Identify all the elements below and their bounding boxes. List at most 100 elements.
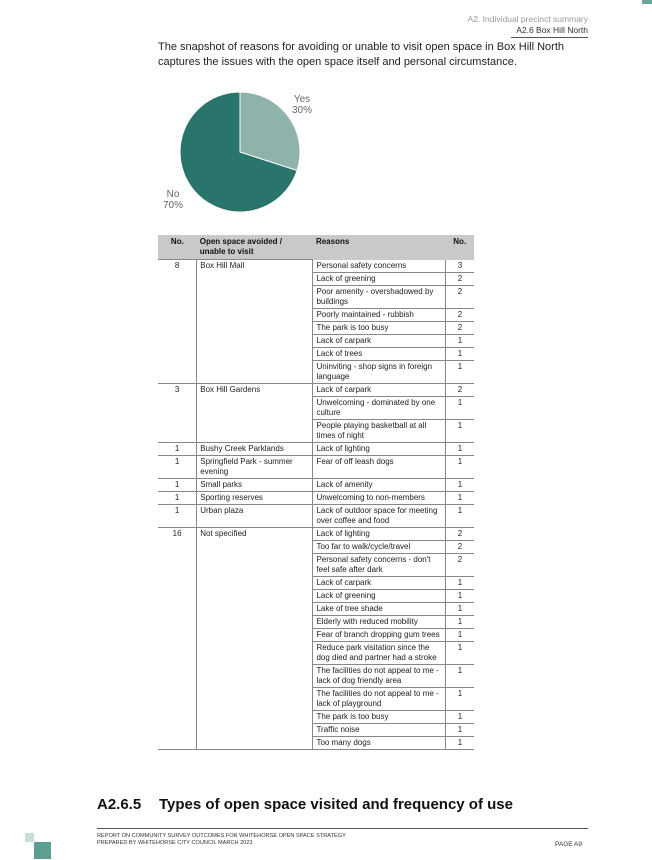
table-row: 1 Springfield Park - summer evening Fear o… <box>158 454 474 479</box>
intro-paragraph: The snapshot of reasons for avoiding or … <box>158 41 565 68</box>
cell-open-space: Springfield Park - summer evening <box>196 454 313 478</box>
cell-open-space <box>196 419 313 442</box>
cell-reason: Unwelcoming to non-members <box>312 491 446 505</box>
cell-open-space <box>196 308 313 321</box>
cell-no <box>158 334 197 347</box>
pie-slice-yes <box>239 91 301 172</box>
cell-reason: The facilities do not appeal to me - lac… <box>312 664 446 688</box>
footer-rule <box>97 828 588 829</box>
cell-no <box>158 540 197 553</box>
cell-open-space <box>196 540 313 553</box>
cell-open-space: Sporting reserves <box>196 490 313 504</box>
cell-reason: Too far to walk/cycle/travel <box>312 540 446 554</box>
col-header-reasons: Reasons <box>312 235 446 260</box>
cell-reason: People playing basketball at all times o… <box>312 419 446 443</box>
cell-no <box>158 419 197 442</box>
cell-count: 1 <box>444 442 474 456</box>
cell-open-space: Small parks <box>196 477 313 491</box>
cell-open-space <box>196 641 313 664</box>
pie-slice-no <box>179 91 298 213</box>
cell-no: 1 <box>158 490 197 504</box>
logo-square-dark <box>34 842 51 859</box>
footer-line-1: REPORT ON COMMUNITY SURVEY OUTCOMES FOR … <box>97 833 346 839</box>
header-section-title: A2. Individual precinct summary <box>467 14 588 24</box>
cell-count: 2 <box>444 527 474 541</box>
cell-no: 1 <box>158 503 197 527</box>
cell-count: 1 <box>444 419 474 443</box>
cell-open-space <box>196 664 313 687</box>
cell-no <box>158 628 197 641</box>
cell-reason: Lack of carpark <box>312 576 446 590</box>
cell-no <box>158 308 197 321</box>
section-heading: A2.6.5 Types of open space visited and fr… <box>97 796 513 813</box>
footer-line-2: PREPARED BY WHITEHORSE CITY COUNCIL MARC… <box>97 840 253 846</box>
table-row: The park is too busy 1 <box>158 710 474 724</box>
table-row: Personal safety concerns - don't feel sa… <box>158 553 474 577</box>
cell-no <box>158 272 197 285</box>
cell-open-space <box>196 723 313 736</box>
cell-reason: Fear of off leash dogs <box>312 455 446 479</box>
cell-reason: Elderly with reduced mobility <box>312 615 446 629</box>
cell-reason: Lack of carpark <box>312 383 446 397</box>
cell-open-space: Box Hill Mall <box>196 259 313 272</box>
cell-open-space <box>196 687 313 710</box>
cell-no: 1 <box>158 441 197 455</box>
cell-count: 1 <box>444 478 474 492</box>
pie-chart <box>179 91 301 213</box>
cell-reason: Poor amenity - overshadowed by buildings <box>312 285 446 309</box>
cell-reason: Lack of trees <box>312 347 446 361</box>
table-row: 1 Sporting reserves Unwelcoming to non-mem… <box>158 490 474 505</box>
table-row: 1 Small parks Lack of amenity 1 <box>158 477 474 492</box>
cell-no <box>158 589 197 602</box>
cell-reason: Lack of greening <box>312 589 446 603</box>
cell-no <box>158 347 197 360</box>
cell-reason: Traffic noise <box>312 723 446 737</box>
pie-label-no-value: 70% <box>163 200 184 211</box>
corner-accent <box>642 0 652 4</box>
cell-count: 1 <box>444 736 474 750</box>
header-rule <box>511 37 588 38</box>
cell-reason: Fear of branch dropping gum trees <box>312 628 446 642</box>
cell-reason: Reduce park visitation since the dog die… <box>312 641 446 665</box>
cell-count: 1 <box>444 360 474 384</box>
table-row: Fear of branch dropping gum trees 1 <box>158 628 474 642</box>
table-header-row: No. Open space avoided / unable to visit… <box>158 235 474 260</box>
reasons-table: No. Open space avoided / unable to visit… <box>158 235 474 750</box>
cell-open-space <box>196 396 313 419</box>
table-row: 3 Box Hill Gardens Lack of carpark 2 <box>158 382 474 397</box>
cell-no <box>158 723 197 736</box>
pie-label-no: No 70% <box>163 189 183 211</box>
cell-count: 2 <box>444 321 474 335</box>
cell-reason: Lack of outdoor space for meeting over c… <box>312 504 446 528</box>
table-row: Lack of carpark 1 <box>158 576 474 590</box>
cell-no <box>158 615 197 628</box>
cell-count: 2 <box>444 308 474 322</box>
cell-count: 1 <box>444 710 474 724</box>
cell-count: 2 <box>444 272 474 286</box>
cell-open-space <box>196 628 313 641</box>
cell-count: 1 <box>444 491 474 505</box>
cell-open-space <box>196 360 313 383</box>
cell-no: 3 <box>158 382 197 396</box>
cell-reason: Lack of lighting <box>312 442 446 456</box>
logo-square-light <box>25 833 34 842</box>
cell-reason: Lack of amenity <box>312 478 446 492</box>
table-row: People playing basketball at all times o… <box>158 419 474 443</box>
footer-text: REPORT ON COMMUNITY SURVEY OUTCOMES FOR … <box>97 833 346 847</box>
cell-count: 1 <box>444 504 474 528</box>
cell-no: 8 <box>158 259 197 272</box>
cell-open-space <box>196 589 313 602</box>
cell-reason: The park is too busy <box>312 710 446 724</box>
table-row: Lack of greening 1 <box>158 589 474 603</box>
cell-count: 1 <box>444 334 474 348</box>
cell-no <box>158 321 197 334</box>
cell-open-space <box>196 553 313 576</box>
col-header-count: No. <box>445 235 474 260</box>
cell-open-space <box>196 736 313 750</box>
section-number: A2.6.5 <box>97 796 142 813</box>
pie-label-yes-value: 30% <box>292 105 313 116</box>
cell-count: 2 <box>444 553 474 577</box>
header-subsection-title: A2.6 Box Hill North <box>516 25 588 35</box>
cell-reason: Uninviting - shop signs in foreign langu… <box>312 360 446 384</box>
cell-no <box>158 641 197 664</box>
